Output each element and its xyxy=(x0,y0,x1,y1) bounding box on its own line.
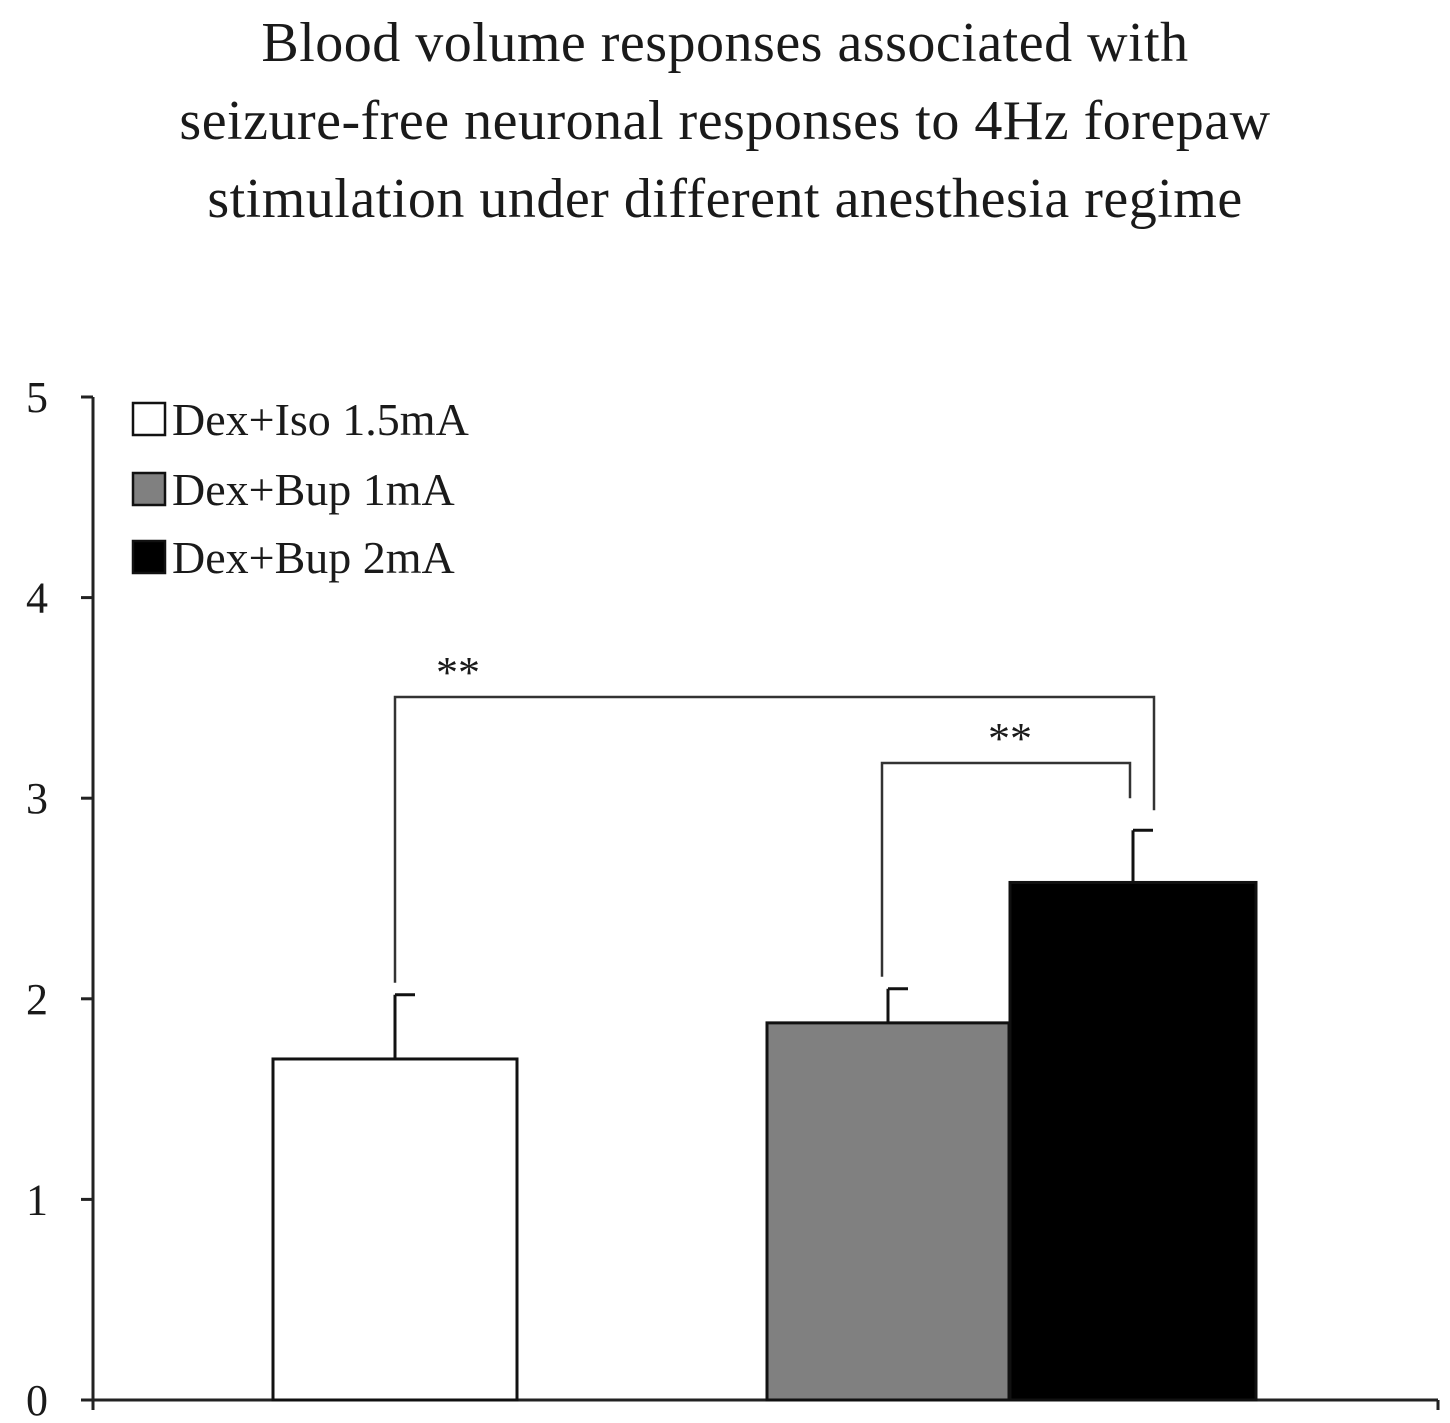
y-tick-label: 5 xyxy=(26,373,48,422)
significance-bracket-2 xyxy=(880,761,1132,977)
chart-title-line-3: stimulation under different anesthesia r… xyxy=(207,168,1243,230)
y-tick-label: 3 xyxy=(26,774,48,823)
legend-swatch-3 xyxy=(131,539,167,575)
significance-bracket-1 xyxy=(393,695,1156,983)
bar-1 xyxy=(271,1057,519,1402)
legend-swatch-1 xyxy=(131,401,167,437)
chart-title-line-2: seizure-free neuronal responses to 4Hz f… xyxy=(179,90,1271,152)
bar-3 xyxy=(1008,880,1258,1402)
significance-marker-1: ** xyxy=(436,648,480,697)
significance-marker-2: ** xyxy=(988,714,1032,763)
y-tick-label: 0 xyxy=(26,1376,48,1423)
chart-title-line-1: Blood volume responses associated with xyxy=(261,12,1189,74)
legend-label-2: Dex+Bup 1mA xyxy=(172,464,455,515)
legend-label-3: Dex+Bup 2mA xyxy=(172,532,455,583)
y-tick-label: 1 xyxy=(26,1175,48,1224)
bar-2 xyxy=(765,1021,1011,1402)
chart-title: Blood volume responses associated with s… xyxy=(0,4,1450,238)
legend-swatch-2 xyxy=(131,471,167,507)
y-tick-label: 2 xyxy=(26,975,48,1024)
legend-label-1: Dex+Iso 1.5mA xyxy=(172,394,469,445)
y-tick-label: 4 xyxy=(26,574,48,623)
